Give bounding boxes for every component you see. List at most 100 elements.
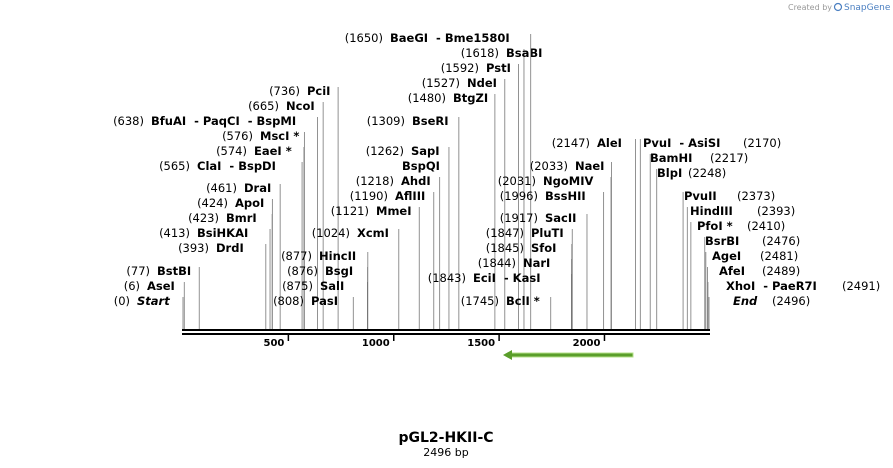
enzyme-name: EaeI * [254, 144, 292, 158]
enzyme-name: NaeI [575, 159, 604, 173]
site-position: (0) [114, 294, 130, 308]
site-position: (565) [159, 159, 190, 173]
credit: Created by [788, 3, 832, 12]
site-position: (2248) [688, 166, 726, 180]
site-position: (1218) [356, 174, 394, 188]
feature-arrow [507, 352, 634, 358]
enzyme-name: End [733, 294, 758, 308]
enzyme-name: SacII [545, 211, 576, 225]
enzyme-name: NarI [523, 256, 550, 270]
site-position: (876) [287, 264, 318, 278]
enzyme-name: BssHII [545, 189, 586, 203]
site-position: (1527) [422, 76, 460, 90]
site-position: (2217) [710, 151, 748, 165]
site-position: (1618) [461, 46, 499, 60]
site-position: (877) [281, 249, 312, 263]
site-position: (461) [206, 181, 237, 195]
enzyme-name: PstI [486, 61, 511, 75]
site-position: (1650) [345, 31, 383, 45]
enzyme-name: BsaBI [506, 46, 542, 60]
site-position: (2410) [747, 219, 785, 233]
enzyme-name: HindIII [690, 204, 733, 218]
site-position: (665) [248, 99, 279, 113]
enzyme-name: BfuAI - PaqCI - BspMI [151, 114, 296, 128]
site-position: (1480) [408, 91, 446, 105]
enzyme-name: AhdI [401, 174, 431, 188]
site-position: (1845) [486, 241, 524, 255]
site-position: (2170) [743, 136, 781, 150]
brand: SnapGene [844, 3, 891, 13]
enzyme-name: ApoI [235, 196, 264, 210]
enzyme-name: XhoI - PaeR7I [726, 279, 817, 293]
backbone-top [182, 329, 710, 331]
enzyme-name: DrdI [216, 241, 244, 255]
title: pGL2-HKII-C [398, 430, 493, 446]
site-position: (413) [159, 226, 190, 240]
site-position: (2031) [498, 174, 536, 188]
feature-arrow-head [503, 350, 512, 360]
site-position: (1262) [366, 144, 404, 158]
enzyme-name: NdeI [467, 76, 497, 90]
site-position: (2033) [530, 159, 568, 173]
enzyme-name: BsgI [325, 264, 353, 278]
site-position: (393) [178, 241, 209, 255]
site-position: (2476) [762, 234, 800, 248]
enzyme-name: BsrBI [705, 234, 739, 248]
enzyme-name: AseI [147, 279, 175, 293]
enzyme-name: XcmI [357, 226, 389, 240]
enzyme-name: SapI [411, 144, 440, 158]
site-position: (1121) [331, 204, 369, 218]
enzyme-name: AleI [597, 136, 622, 150]
backbone-bottom [182, 333, 710, 335]
site-position: (808) [273, 294, 304, 308]
site-position: (2489) [762, 264, 800, 278]
enzyme-name: NgoMIV [543, 174, 593, 188]
site-position: (1843) [428, 271, 466, 285]
ruler-label: 1000 [362, 338, 390, 349]
site-position: (2373) [737, 189, 775, 203]
enzyme-name: NcoI [286, 99, 315, 113]
enzyme-name: BspQI [402, 159, 440, 173]
enzyme-name: BaeGI - Bme1580I [390, 31, 510, 45]
enzyme-name: AgeI [712, 249, 741, 263]
enzyme-name: SfoI [531, 241, 556, 255]
site-position: (576) [222, 129, 253, 143]
site-position: (1844) [478, 256, 516, 270]
enzyme-name: BmrI [226, 211, 257, 225]
site-position: (2393) [757, 204, 795, 218]
enzyme-name: EciI - KasI [473, 271, 540, 285]
site-position: (1745) [461, 294, 499, 308]
enzyme-name: BsiHKAI [197, 226, 248, 240]
enzyme-name: BclI * [506, 294, 540, 308]
subtitle: 2496 bp [423, 446, 468, 459]
enzyme-name: PvuII [684, 189, 717, 203]
site-position: (1996) [500, 189, 538, 203]
site-position: (875) [282, 279, 313, 293]
enzyme-name: PluTI [531, 226, 564, 240]
enzyme-name: PciI [307, 84, 330, 98]
enzyme-name: BstBI [157, 264, 191, 278]
site-position: (1847) [486, 226, 524, 240]
site-position: (424) [197, 196, 228, 210]
enzyme-name: HincII [319, 249, 356, 263]
enzyme-name: BlpI [657, 166, 682, 180]
site-position: (2481) [760, 249, 798, 263]
site-position: (736) [269, 84, 300, 98]
ruler-label: 2000 [573, 338, 601, 349]
site-position: (1024) [312, 226, 350, 240]
site-position: (2147) [552, 136, 590, 150]
enzyme-name: BamHI [650, 151, 692, 165]
enzyme-name: MscI * [260, 129, 299, 143]
site-position: (638) [113, 114, 144, 128]
enzyme-name: PvuI - AsiSI [643, 136, 720, 150]
site-position: (1190) [350, 189, 388, 203]
site-position: (77) [126, 264, 150, 278]
enzyme-name: ClaI - BspDI [197, 159, 276, 173]
enzyme-name: PasI [311, 294, 338, 308]
logo-icon [833, 2, 843, 12]
enzyme-name: BseRI [412, 114, 449, 128]
site-position: (423) [188, 211, 219, 225]
enzyme-name: Start [137, 294, 170, 308]
